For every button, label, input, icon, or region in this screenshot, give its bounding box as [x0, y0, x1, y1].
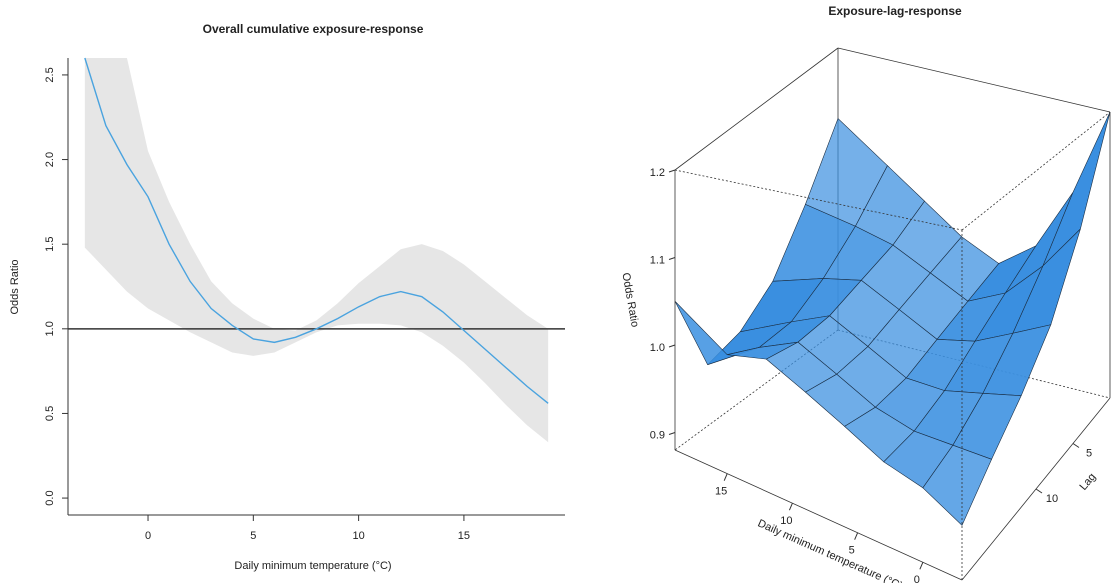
x-tick-label: 15 — [458, 530, 470, 542]
surface-facet — [1042, 111, 1111, 267]
z-tick — [668, 169, 676, 173]
surface-facet — [922, 444, 993, 526]
box-edge — [674, 169, 963, 231]
chart-title: Exposure-lag-response — [828, 4, 962, 18]
z-tick-label: 1.0 — [650, 342, 665, 354]
x-axis-label: Daily minimum temperature (°C) — [234, 560, 391, 572]
z-tick — [668, 257, 676, 260]
y-tick-label: 0.5 — [44, 406, 56, 421]
y-tick-label: 2.5 — [44, 67, 56, 82]
z-tick-label: 0.9 — [650, 429, 665, 441]
y-tick-label: 2.0 — [44, 152, 56, 167]
x-tick — [919, 562, 924, 570]
box-edge — [961, 111, 1111, 231]
x-tick-label: 10 — [780, 515, 792, 527]
z-axis-label: Odds Ratio — [619, 272, 640, 328]
y-tick-label: 1.0 — [44, 321, 56, 336]
y-tick — [1035, 488, 1043, 494]
y-tick-label: 10 — [1046, 493, 1058, 505]
x-tick-label: 5 — [250, 530, 256, 542]
x-tick-label: 0 — [914, 574, 920, 583]
x-tick — [854, 532, 859, 540]
x-tick-label: 0 — [145, 530, 151, 542]
y-tick-label: 5 — [1086, 447, 1092, 459]
x-tick-label: 5 — [849, 545, 855, 557]
x-tick — [788, 502, 793, 511]
y-tick-label: 0.0 — [44, 490, 56, 505]
z-tick-label: 1.1 — [650, 254, 665, 266]
x-tick — [723, 473, 728, 481]
z-tick — [668, 432, 676, 435]
y-axis-label: Lag — [1077, 471, 1098, 493]
box-edge — [837, 47, 1111, 113]
box-edge — [674, 47, 839, 171]
x-tick-label: 10 — [352, 530, 364, 542]
confidence-band — [84, 58, 549, 443]
x-axis-label: Daily minimum temperature (°C) — [756, 517, 905, 583]
z-tick-label: 1.2 — [650, 167, 665, 179]
z-tick — [668, 344, 676, 348]
y-tick-label: 1.5 — [44, 237, 56, 252]
chart-title: Overall cumulative exposure-response — [203, 22, 424, 36]
x-tick-label: 15 — [715, 486, 727, 498]
line — [84, 57, 549, 404]
box-edge — [674, 449, 963, 581]
y-axis-label: Odds Ratio — [9, 259, 21, 314]
y-tick — [1072, 443, 1080, 448]
